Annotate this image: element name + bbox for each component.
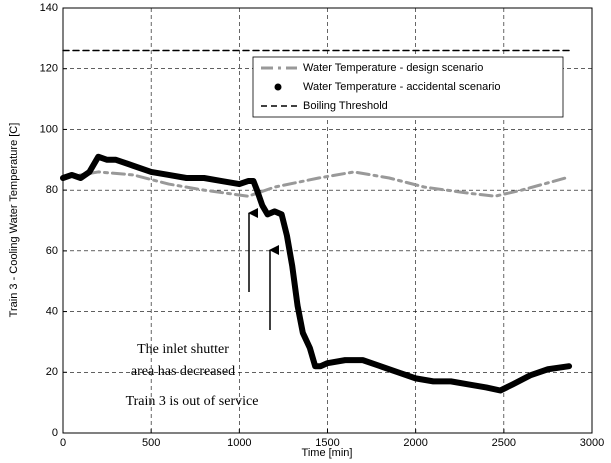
data-line — [60, 153, 573, 394]
legend-marker — [274, 83, 282, 91]
x-tick-label: 500 — [142, 437, 160, 449]
y-tick-label: 140 — [40, 2, 58, 14]
y-tick-label: 60 — [46, 245, 58, 257]
y-tick-label: 20 — [46, 366, 58, 378]
y-tick-label: 0 — [52, 427, 58, 439]
x-axis-label: Time [min] — [302, 447, 353, 459]
legend-label: Water Temperature - accidental scenario — [303, 81, 500, 93]
annotation: Train 3 is out of service — [126, 394, 259, 409]
data-line — [61, 170, 568, 198]
legend-box — [252, 56, 564, 118]
x-tick-label: 1500 — [315, 437, 339, 449]
y-tick-label: 40 — [46, 305, 58, 317]
legend-label: Boiling Threshold — [303, 100, 388, 112]
plot-area: 0 500 1000 1500 2000 2500 3000 0 20 40 60 80 100 120 1… — [40, 2, 605, 449]
x-tick-label: 0 — [60, 437, 66, 449]
y-axis-label: Train 3 - Cooling Water Temperature [C] — [8, 123, 20, 318]
y-tick-label: 100 — [40, 123, 58, 135]
y-tick-label: 120 — [40, 63, 58, 75]
x-tick-label: 3000 — [580, 437, 604, 449]
x-tick-label: 2000 — [403, 437, 427, 449]
legend-label: Water Temperature - design scenario — [303, 62, 483, 74]
annotation: The inlet shutter — [137, 342, 229, 357]
annotation: area has decreased — [131, 364, 235, 379]
x-tick-label: 2500 — [492, 437, 516, 449]
plot-frame — [62, 7, 593, 434]
x-tick-label: 1000 — [227, 437, 251, 449]
y-tick-label: 80 — [46, 184, 58, 196]
